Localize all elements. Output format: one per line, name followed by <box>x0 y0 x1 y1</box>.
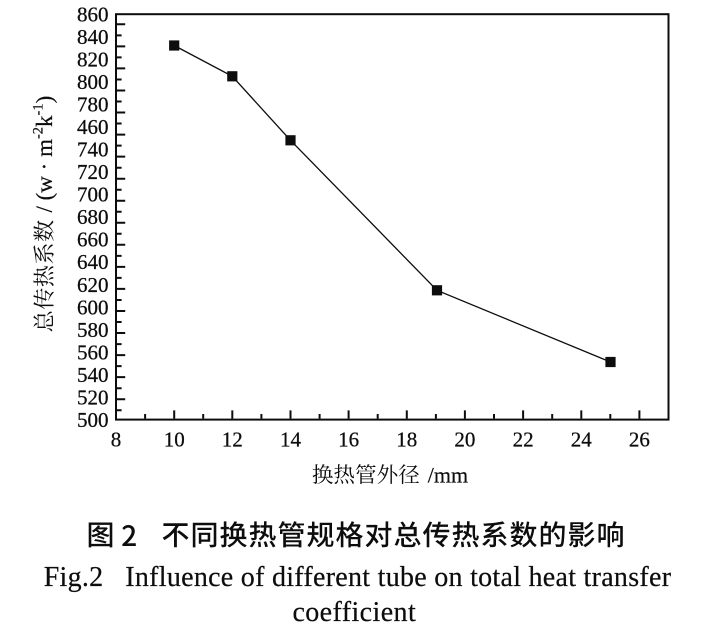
svg-text:740: 740 <box>77 138 109 162</box>
svg-text:8: 8 <box>111 428 122 452</box>
svg-text:/ (w · m-2k-1): / (w · m-2k-1) <box>30 96 57 213</box>
svg-text:10: 10 <box>164 428 185 452</box>
svg-text:20: 20 <box>454 428 475 452</box>
svg-text:24: 24 <box>571 428 593 452</box>
svg-text:660: 660 <box>77 228 109 252</box>
svg-text:coefficient: coefficient <box>292 597 416 628</box>
svg-text:700: 700 <box>77 183 109 207</box>
svg-text:/mm: /mm <box>428 462 468 487</box>
svg-text:620: 620 <box>77 273 109 297</box>
svg-text:820: 820 <box>77 48 109 72</box>
svg-text:520: 520 <box>77 385 109 409</box>
svg-text:680: 680 <box>77 205 109 229</box>
svg-text:22: 22 <box>513 428 534 452</box>
svg-text:540: 540 <box>77 363 109 387</box>
svg-text:860: 860 <box>77 3 109 27</box>
svg-text:560: 560 <box>77 340 109 364</box>
svg-text:600: 600 <box>77 295 109 319</box>
svg-text:14: 14 <box>280 428 302 452</box>
svg-text:800: 800 <box>77 70 109 94</box>
svg-text:16: 16 <box>338 428 359 452</box>
svg-text:18: 18 <box>396 428 417 452</box>
svg-text:780: 780 <box>77 93 109 117</box>
svg-text:840: 840 <box>77 25 109 49</box>
svg-text:460: 460 <box>77 115 109 139</box>
svg-text:720: 720 <box>77 160 109 184</box>
svg-text:Fig.2 Influence of different: Fig.2 Influence of different tube on tot… <box>44 562 672 593</box>
svg-text:500: 500 <box>77 408 109 432</box>
svg-text:580: 580 <box>77 318 109 342</box>
svg-text:26: 26 <box>629 428 650 452</box>
svg-text:640: 640 <box>77 250 109 274</box>
svg-text:12: 12 <box>222 428 243 452</box>
